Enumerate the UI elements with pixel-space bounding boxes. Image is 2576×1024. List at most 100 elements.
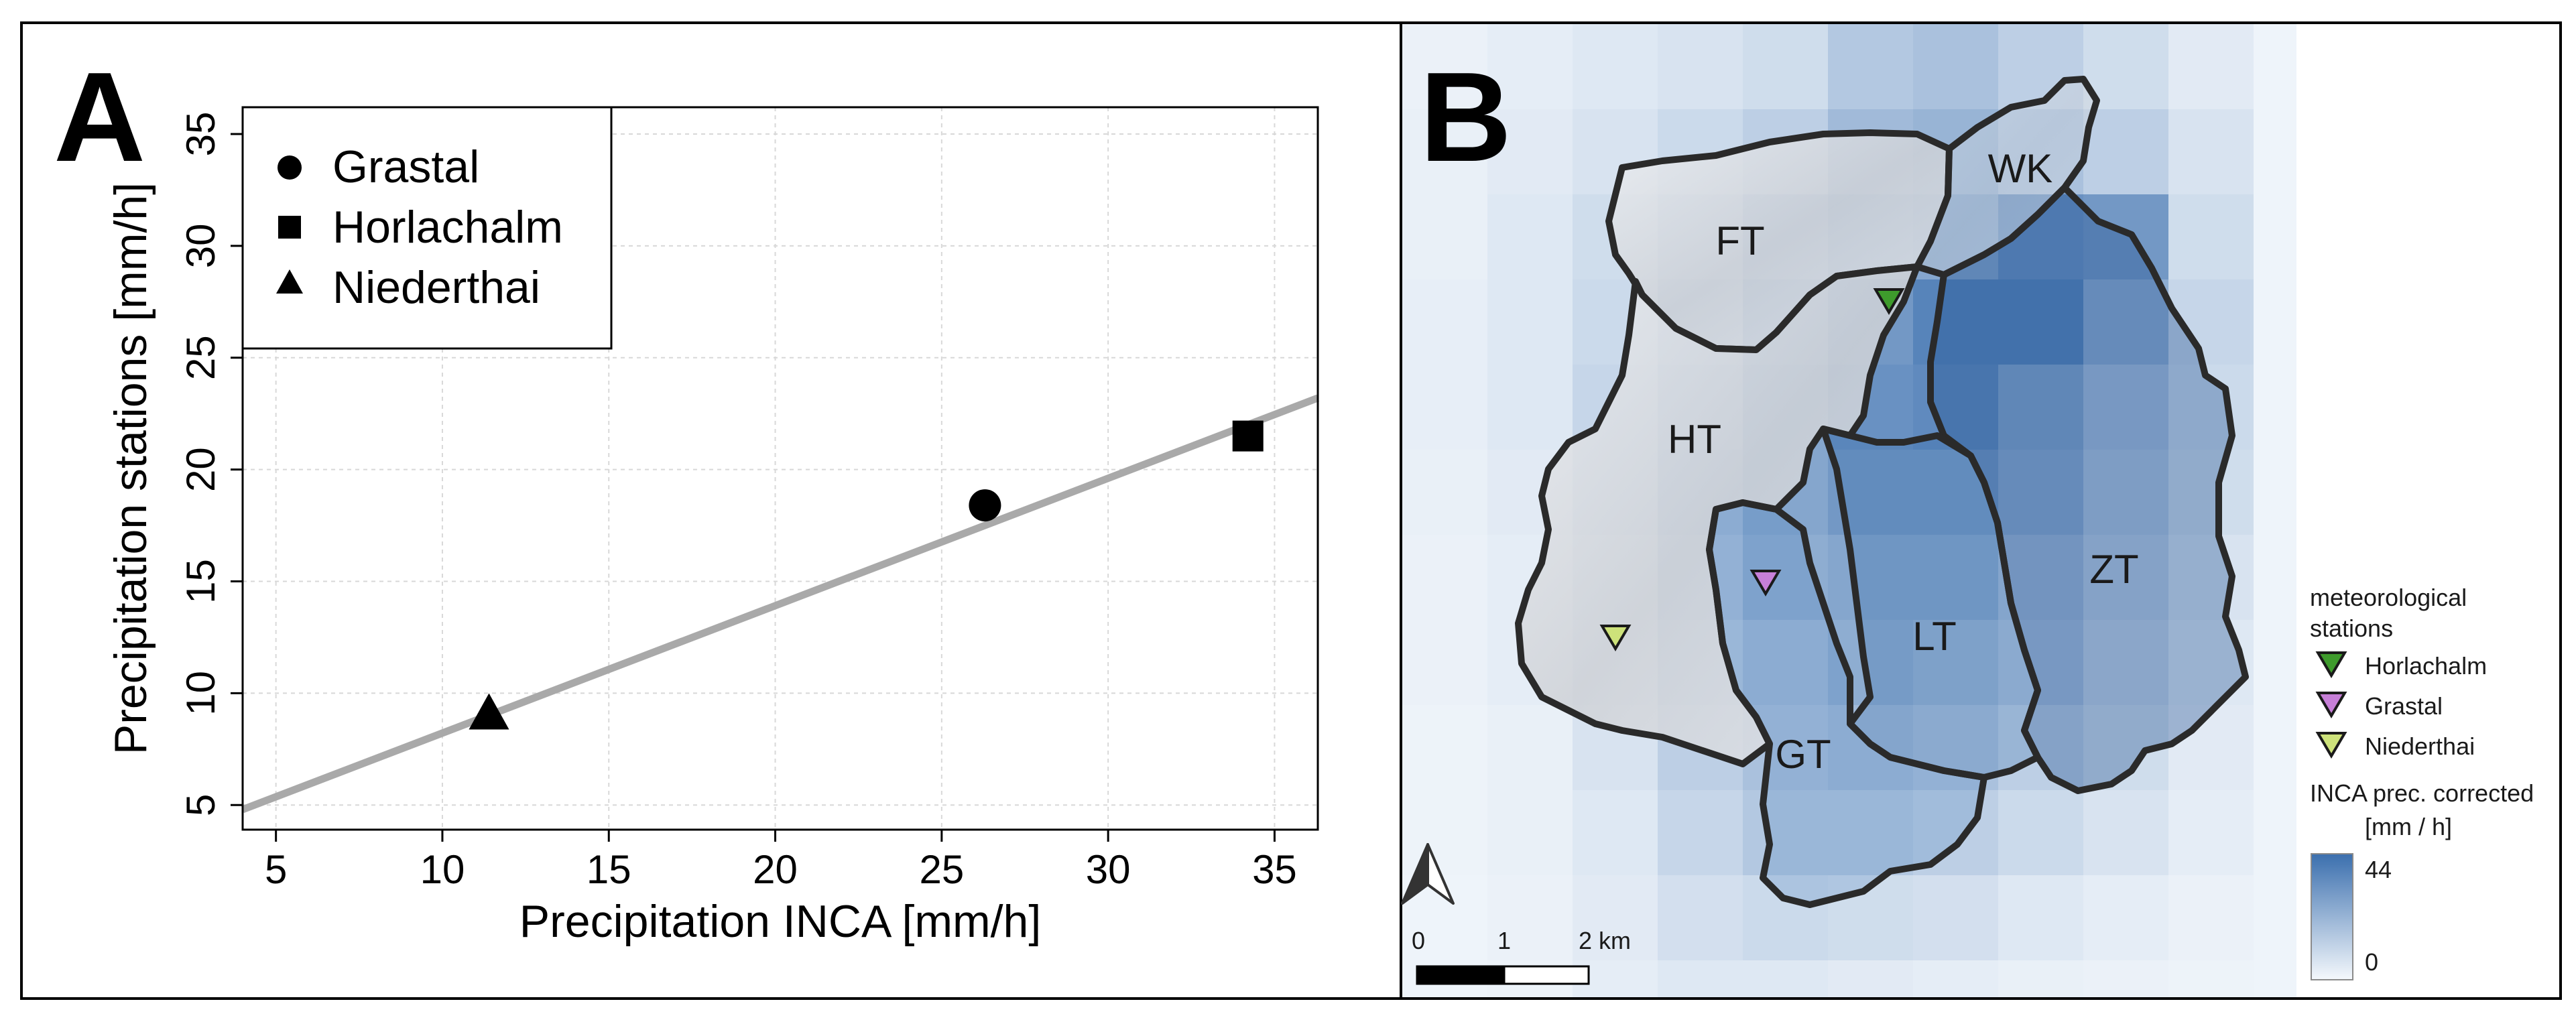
precip-cell	[1913, 535, 1998, 620]
y-tick-label: 10	[178, 671, 223, 716]
stations-legend: meteorological stations Horlachalm Grast…	[2310, 584, 2487, 760]
legend-horlachalm-icon	[2315, 651, 2347, 678]
data-point-horlachalm	[1232, 420, 1264, 452]
precip-cell	[2083, 450, 2168, 535]
precip-cell	[2168, 535, 2254, 620]
precip-cell	[1487, 279, 1573, 365]
precip-cell	[2168, 790, 2254, 875]
precip-cell	[2083, 194, 2168, 279]
precip-cell	[1402, 109, 1487, 194]
precip-cell	[1658, 875, 1743, 960]
x-axis: 5 10 15 20 25 30 35	[265, 830, 1297, 892]
precip-cell	[1743, 960, 1828, 997]
catchment-label-gt: GT	[1775, 732, 1831, 777]
legend-marker-triangle	[276, 269, 303, 294]
precip-cell	[2168, 109, 2254, 194]
precip-cell	[1913, 620, 1998, 705]
precip-cell	[1573, 875, 1658, 960]
x-tick-label: 20	[753, 847, 798, 892]
catchment-lt	[1820, 426, 2041, 781]
panel-b: FT WK HT ZT LT GT B 0 1 2 km meteoro	[1400, 21, 2562, 1000]
precip-cell	[1658, 960, 1743, 997]
precip-cell	[1658, 790, 1743, 875]
legend-station-label: Grastal	[2365, 692, 2443, 720]
precip-cell	[2168, 194, 2254, 279]
x-tick-label: 30	[1086, 847, 1131, 892]
precip-cell	[1998, 279, 2083, 365]
precip-cell	[1573, 24, 1658, 109]
legend: Grastal Horlachalm Niederthai	[241, 106, 613, 350]
catchment-gt	[1706, 499, 1987, 908]
precip-cell	[1743, 620, 1828, 705]
precip-cell	[2168, 24, 2254, 109]
legend-label: Horlachalm	[332, 202, 563, 253]
precip-cell	[1402, 535, 1487, 620]
scale-bar-label: 1	[1497, 927, 1511, 954]
y-tick-label: 30	[178, 224, 223, 269]
precip-cell	[1487, 875, 1573, 960]
precip-cell	[2083, 875, 2168, 960]
colorbar-max-label: 44	[2365, 856, 2392, 883]
x-tick-label: 10	[420, 847, 465, 892]
x-tick-label: 5	[265, 847, 287, 892]
precip-cell	[1998, 790, 2083, 875]
precip-cell	[1487, 365, 1573, 450]
scale-bar-label: 0	[1412, 927, 1425, 954]
catchment-label-ht: HT	[1668, 417, 1721, 462]
y-tick-label: 25	[178, 335, 223, 380]
catchment-label-zt: ZT	[2089, 547, 2138, 592]
precip-cell	[1913, 960, 1998, 997]
data-point-grastal	[969, 489, 1001, 522]
catchment-label-lt: LT	[1912, 614, 1957, 659]
precip-cell	[1402, 279, 1487, 365]
data-point-niederthai	[469, 693, 509, 730]
station-marker-niederthai	[1599, 625, 1632, 651]
precip-cell	[1998, 875, 2083, 960]
precip-cell	[1402, 365, 1487, 450]
precip-cell	[1998, 450, 2083, 535]
precip-cell	[2168, 960, 2254, 997]
precip-cell	[1743, 24, 1828, 109]
precip-cell	[1402, 790, 1487, 875]
precipitation-grid	[1402, 24, 2254, 997]
precip-cell	[2083, 109, 2168, 194]
precip-cell	[1402, 450, 1487, 535]
y-axis: 5 10 15 20 25 30 35	[178, 112, 243, 816]
legend-label: Grastal	[332, 141, 479, 192]
precip-cell	[1913, 790, 1998, 875]
scale-bar: 0 1 2 km	[1412, 927, 1631, 985]
legend-grastal-icon	[2315, 692, 2347, 718]
legend-station-label: Horlachalm	[2365, 652, 2487, 680]
y-tick-label: 5	[178, 794, 223, 816]
precip-cell	[1402, 24, 1487, 109]
precip-cell	[2168, 450, 2254, 535]
precip-cell	[1743, 790, 1828, 875]
legend-box	[241, 106, 613, 350]
y-tick-label: 35	[178, 112, 223, 157]
station-marker-horlachalm	[1873, 288, 1905, 315]
x-tick-label: 15	[587, 847, 631, 892]
x-tick-label: 25	[919, 847, 964, 892]
panel-a: A 5 10 15 20 25 30 35 5 10 15 20 25 30 35 Precipitat…	[20, 21, 1402, 1000]
precip-cell	[1487, 109, 1573, 194]
panel-b-label: B	[1420, 46, 1512, 188]
precip-cell	[1487, 194, 1573, 279]
precip-cell	[1658, 24, 1743, 109]
precip-cell	[1573, 790, 1658, 875]
precip-cell	[1487, 705, 1573, 790]
precip-cell	[1487, 790, 1573, 875]
precip-cell	[1743, 875, 1828, 960]
station-marker-grastal	[1750, 570, 1782, 596]
precip-cell	[1913, 24, 1998, 109]
precip-cell	[1998, 705, 2083, 790]
precip-cell	[1828, 24, 1913, 109]
precip-cell	[1402, 620, 1487, 705]
precip-cell	[1998, 960, 2083, 997]
precipitation-map: FT WK HT ZT LT GT	[1402, 24, 2296, 997]
y-tick-label: 15	[178, 559, 223, 604]
colorbar-title: [mm / h]	[2365, 813, 2452, 840]
scale-bar-label: 2 km	[1579, 927, 1631, 954]
x-axis-label: Precipitation INCA [mm/h]	[519, 896, 1041, 947]
stations-legend-title: meteorological	[2310, 584, 2467, 611]
